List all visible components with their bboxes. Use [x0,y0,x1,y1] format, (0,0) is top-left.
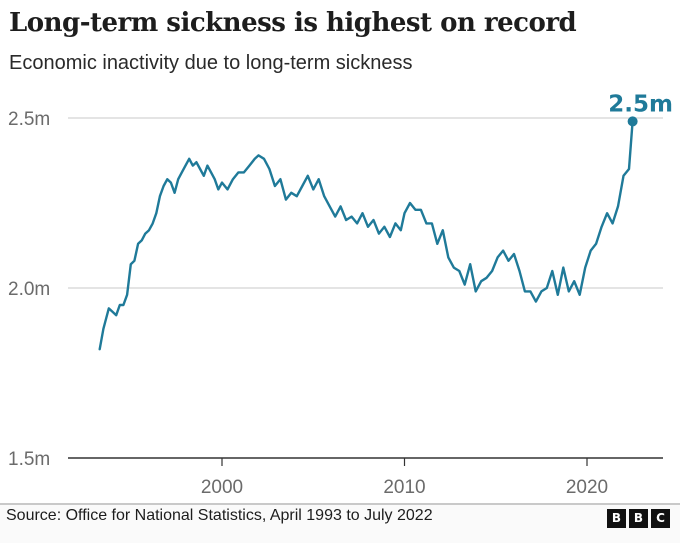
latest-point-marker [627,116,638,127]
footer-background [0,505,680,543]
bbc-logo-letter: C [651,509,670,528]
bbc-logo-letter: B [629,509,648,528]
y-tick-label: 2.5m [8,109,50,130]
gridlines [68,117,663,289]
footer-divider [0,503,680,505]
y-tick-label: 2.0m [8,279,50,300]
chart-title: Long-term sickness is highest on record [9,8,577,38]
series-layer [98,120,634,351]
x-tick-label: 2000 [201,477,243,498]
annotation-layer: 2.5m [608,91,673,127]
y-tick-label: 1.5m [8,449,50,470]
y-axis-ticks: 1.5m 2.0m 2.5m [8,109,50,470]
line-chart: 1.5m 2.0m 2.5m 2000 2010 2020 2.5m [8,91,673,498]
source-note: Source: Office for National Statistics, … [6,507,433,524]
x-axis: 2000 2010 2020 [68,457,663,498]
latest-value-label: 2.5m [608,91,673,117]
x-tick-label: 2020 [566,477,608,498]
series-line [98,120,634,351]
bbc-logo: B B C [607,509,670,528]
bbc-logo-letter: B [607,509,626,528]
x-tick-label: 2010 [383,477,425,498]
chart-subtitle: Economic inactivity due to long-term sic… [9,52,413,74]
